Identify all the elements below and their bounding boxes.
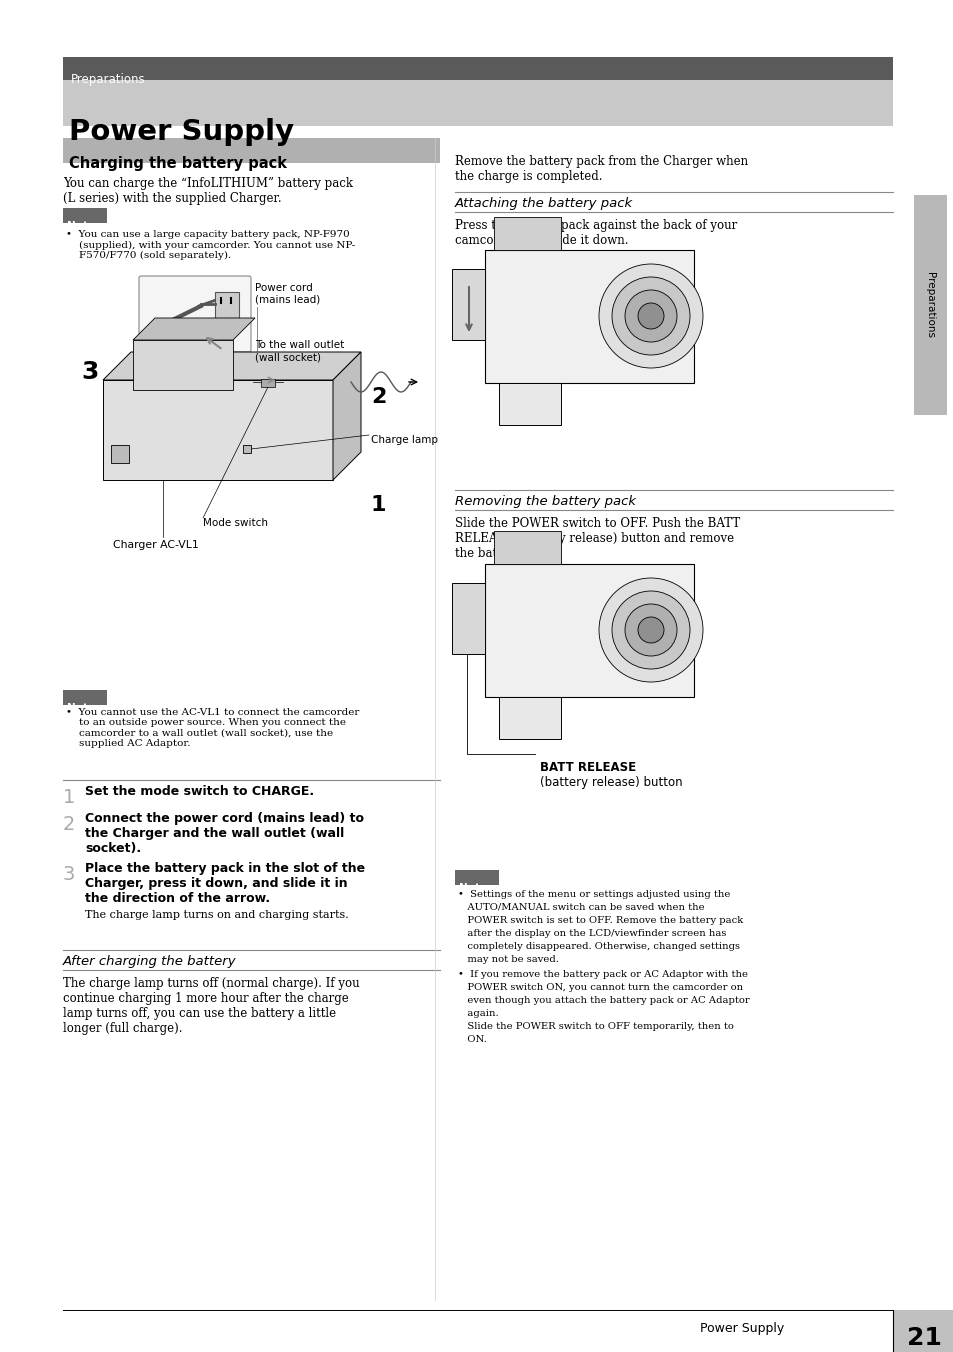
Text: Notes: Notes: [458, 883, 493, 894]
Bar: [63, 208, 107, 223]
FancyBboxPatch shape: [139, 276, 251, 352]
Text: BATT RELEASE: BATT RELEASE: [539, 761, 636, 773]
Text: again.: again.: [457, 1009, 498, 1018]
Text: after the display on the LCD/viewfinder screen has: after the display on the LCD/viewfinder …: [457, 929, 725, 938]
Text: Removing the battery pack: Removing the battery pack: [455, 495, 636, 508]
Text: 3: 3: [63, 865, 75, 884]
Text: Charger AC-VL1: Charger AC-VL1: [112, 539, 198, 550]
Bar: [455, 869, 498, 886]
Text: completely disappeared. Otherwise, changed settings: completely disappeared. Otherwise, chang…: [457, 942, 740, 950]
Text: (L series) with the supplied Charger.: (L series) with the supplied Charger.: [63, 192, 281, 206]
Text: Notes: Notes: [67, 703, 101, 713]
Text: may not be saved.: may not be saved.: [457, 955, 558, 964]
Bar: [111, 445, 129, 462]
Text: Remove the battery pack from the Charger when: Remove the battery pack from the Charger…: [455, 155, 747, 168]
Text: socket).: socket).: [85, 842, 141, 854]
Bar: [63, 690, 107, 704]
Text: Attaching the battery pack: Attaching the battery pack: [455, 197, 633, 210]
Text: the battery pack.: the battery pack.: [455, 548, 557, 560]
Polygon shape: [103, 380, 333, 480]
Polygon shape: [171, 350, 201, 368]
Text: continue charging 1 more hour after the charge: continue charging 1 more hour after the …: [63, 992, 349, 1005]
Bar: [261, 379, 274, 387]
Bar: [214, 292, 239, 318]
Text: Connect the power cord (mains lead) to: Connect the power cord (mains lead) to: [85, 813, 364, 825]
Text: •  If you remove the battery pack or AC Adaptor with the: • If you remove the battery pack or AC A…: [457, 969, 747, 979]
Polygon shape: [103, 352, 360, 380]
Bar: [243, 445, 251, 453]
Polygon shape: [452, 269, 484, 339]
Text: Place the battery pack in the slot of the: Place the battery pack in the slot of th…: [85, 863, 365, 875]
Text: Preparations: Preparations: [924, 272, 934, 338]
Text: Charging the battery pack: Charging the battery pack: [69, 155, 287, 170]
Text: You can charge the “InfoLITHIUM” battery pack: You can charge the “InfoLITHIUM” battery…: [63, 177, 353, 191]
Text: Press the battery pack against the back of your: Press the battery pack against the back …: [455, 219, 737, 233]
Circle shape: [612, 591, 689, 669]
Polygon shape: [132, 318, 254, 339]
Polygon shape: [333, 352, 360, 480]
Polygon shape: [498, 698, 560, 740]
Text: the charge is completed.: the charge is completed.: [455, 170, 602, 183]
Bar: [63, 57, 892, 80]
Circle shape: [624, 289, 677, 342]
Text: Notes: Notes: [67, 220, 101, 231]
Circle shape: [638, 303, 663, 329]
Circle shape: [624, 604, 677, 656]
Text: 1: 1: [63, 788, 75, 807]
Text: (mains lead): (mains lead): [254, 295, 320, 306]
Text: longer (full charge).: longer (full charge).: [63, 1022, 182, 1036]
Text: POWER switch is set to OFF. Remove the battery pack: POWER switch is set to OFF. Remove the b…: [457, 917, 742, 925]
Text: 1: 1: [371, 495, 386, 515]
Text: POWER switch ON, you cannot turn the camcorder on: POWER switch ON, you cannot turn the cam…: [457, 983, 742, 992]
Text: lamp turns off, you can use the battery a little: lamp turns off, you can use the battery …: [63, 1007, 335, 1019]
Text: The charge lamp turns on and charging starts.: The charge lamp turns on and charging st…: [85, 910, 349, 919]
Polygon shape: [494, 218, 560, 250]
Text: Power cord: Power cord: [254, 283, 313, 293]
Text: (battery release) button: (battery release) button: [539, 776, 682, 790]
Polygon shape: [132, 339, 233, 389]
Text: (wall socket): (wall socket): [254, 352, 320, 362]
Bar: [892, 1310, 953, 1352]
Circle shape: [598, 264, 702, 368]
Text: 2: 2: [371, 387, 386, 407]
Text: 21: 21: [905, 1326, 941, 1351]
Text: Charge lamp: Charge lamp: [371, 435, 437, 445]
Text: camcorder and slide it down.: camcorder and slide it down.: [455, 234, 628, 247]
Circle shape: [598, 579, 702, 681]
Text: the Charger and the wall outlet (wall: the Charger and the wall outlet (wall: [85, 827, 344, 840]
Polygon shape: [452, 583, 484, 654]
Polygon shape: [494, 531, 560, 564]
Text: even though you attach the battery pack or AC Adaptor: even though you attach the battery pack …: [457, 996, 749, 1005]
Circle shape: [638, 617, 663, 644]
Text: The charge lamp turns off (normal charge). If you: The charge lamp turns off (normal charge…: [63, 977, 359, 990]
Text: AUTO/MANUAL switch can be saved when the: AUTO/MANUAL switch can be saved when the: [457, 903, 704, 913]
Text: Charger, press it down, and slide it in: Charger, press it down, and slide it in: [85, 877, 347, 890]
Polygon shape: [498, 383, 560, 425]
Text: To the wall outlet: To the wall outlet: [254, 339, 344, 350]
Text: RELEASE (battery release) button and remove: RELEASE (battery release) button and rem…: [455, 531, 734, 545]
Text: Slide the POWER switch to OFF temporarily, then to: Slide the POWER switch to OFF temporaril…: [457, 1022, 733, 1032]
Bar: [63, 138, 439, 164]
Text: •  You can use a large capacity battery pack, NP-F970
    (supplied), with your : • You can use a large capacity battery p…: [66, 230, 355, 260]
Circle shape: [612, 277, 689, 356]
Text: 3: 3: [81, 360, 98, 384]
Polygon shape: [484, 564, 693, 698]
Text: Slide the POWER switch to OFF. Push the BATT: Slide the POWER switch to OFF. Push the …: [455, 516, 740, 530]
Text: Preparations: Preparations: [71, 73, 146, 87]
Text: •  Settings of the menu or settings adjusted using the: • Settings of the menu or settings adjus…: [457, 890, 730, 899]
Text: Set the mode switch to CHARGE.: Set the mode switch to CHARGE.: [85, 786, 314, 798]
Bar: [141, 279, 249, 350]
Text: ON.: ON.: [457, 1036, 486, 1044]
Bar: [63, 80, 892, 126]
Text: Mode switch: Mode switch: [203, 518, 268, 529]
Text: Power Supply: Power Supply: [69, 118, 294, 146]
Text: Power Supply: Power Supply: [700, 1322, 783, 1334]
Text: 2: 2: [63, 815, 75, 834]
Bar: [913, 195, 946, 415]
Text: •  You cannot use the AC-VL1 to connect the camcorder
    to an outside power so: • You cannot use the AC-VL1 to connect t…: [66, 708, 359, 748]
Polygon shape: [484, 250, 693, 383]
Text: After charging the battery: After charging the battery: [63, 955, 236, 968]
Text: the direction of the arrow.: the direction of the arrow.: [85, 892, 270, 904]
